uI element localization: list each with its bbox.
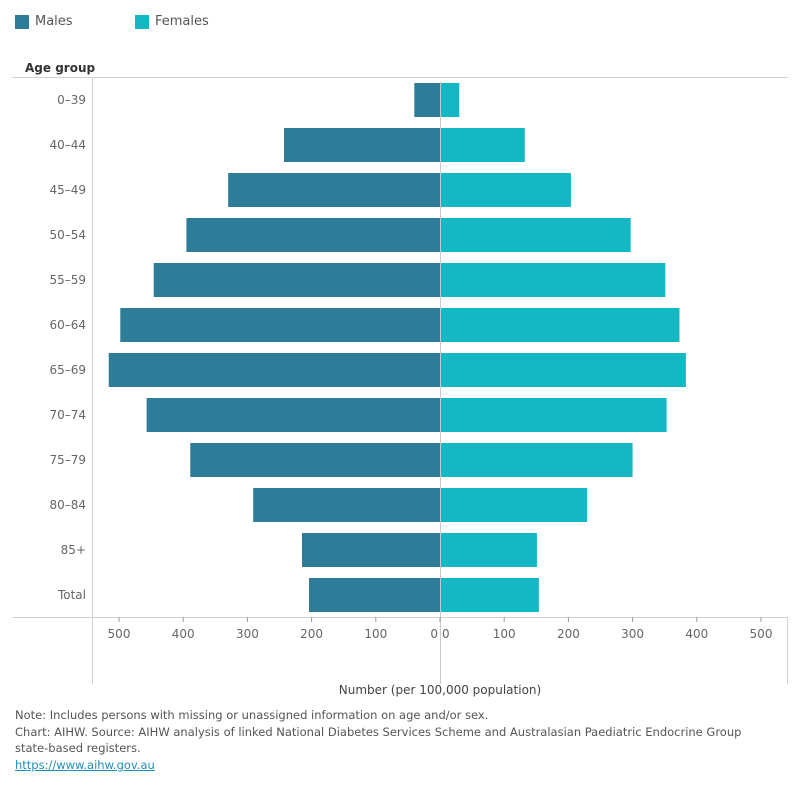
- bar-males: [108, 353, 440, 387]
- bar-males: [228, 173, 440, 207]
- x-tick-label: 200: [557, 627, 580, 641]
- bar-males: [301, 533, 440, 567]
- legend-label-males: Males: [35, 14, 73, 29]
- category-label: 60–64: [49, 318, 86, 332]
- y-axis-title: Age group: [25, 61, 96, 75]
- category-label: 85+: [61, 543, 86, 557]
- bar-males: [186, 218, 440, 252]
- bar-males: [120, 308, 440, 342]
- legend-label-females: Females: [155, 14, 209, 29]
- bar-females: [440, 578, 539, 612]
- category-label: 0–39: [57, 93, 86, 107]
- x-tick-label: 300: [236, 627, 259, 641]
- category-label: 40–44: [49, 138, 86, 152]
- x-axis-title: Number (per 100,000 population): [338, 683, 542, 697]
- source-text: Chart: AIHW. Source: AIHW analysis of li…: [15, 725, 742, 739]
- legend-swatch-males: [15, 14, 29, 29]
- category-label: 75–79: [49, 453, 86, 467]
- x-tick-label: 100: [493, 627, 516, 641]
- note-text: Note: Includes persons with missing or u…: [15, 708, 489, 722]
- bar-females: [440, 398, 667, 432]
- x-tick-label: 400: [685, 627, 708, 641]
- bar-females: [440, 308, 680, 342]
- x-tick-label: 0: [442, 627, 450, 641]
- bar-females: [440, 128, 525, 162]
- legend-swatch-females: [135, 14, 149, 29]
- category-label: 65–69: [49, 363, 86, 377]
- bar-males: [153, 263, 440, 297]
- bar-females: [440, 443, 633, 477]
- bar-females: [440, 353, 686, 387]
- legend-item-females[interactable]: Females: [135, 14, 209, 29]
- category-label: 55–59: [49, 273, 86, 287]
- bar-males: [414, 83, 440, 117]
- bar-females: [440, 263, 666, 297]
- category-label: Total: [57, 588, 86, 602]
- bar-males: [253, 488, 440, 522]
- category-label: 50–54: [49, 228, 86, 242]
- category-label: 80–84: [49, 498, 86, 512]
- x-tick-label: 0: [430, 627, 438, 641]
- bar-females: [440, 83, 460, 117]
- bar-males: [283, 128, 440, 162]
- x-tick-label: 500: [108, 627, 131, 641]
- x-tick-label: 500: [750, 627, 773, 641]
- bar-males: [309, 578, 440, 612]
- legend-item-males[interactable]: Males: [15, 14, 73, 29]
- bar-males: [190, 443, 440, 477]
- bar-females: [440, 218, 631, 252]
- category-label: 45–49: [49, 183, 86, 197]
- x-tick-label: 300: [621, 627, 644, 641]
- x-tick-label: 200: [300, 627, 323, 641]
- bar-females: [440, 533, 537, 567]
- category-label: 70–74: [49, 408, 86, 422]
- aihw-link[interactable]: https://www.aihw.gov.au: [15, 758, 155, 772]
- x-tick-label: 100: [364, 627, 387, 641]
- bar-females: [440, 488, 588, 522]
- bar-females: [440, 173, 571, 207]
- source-text-cont: state-based registers.: [15, 741, 141, 755]
- bar-males: [146, 398, 440, 432]
- x-tick-label: 400: [172, 627, 195, 641]
